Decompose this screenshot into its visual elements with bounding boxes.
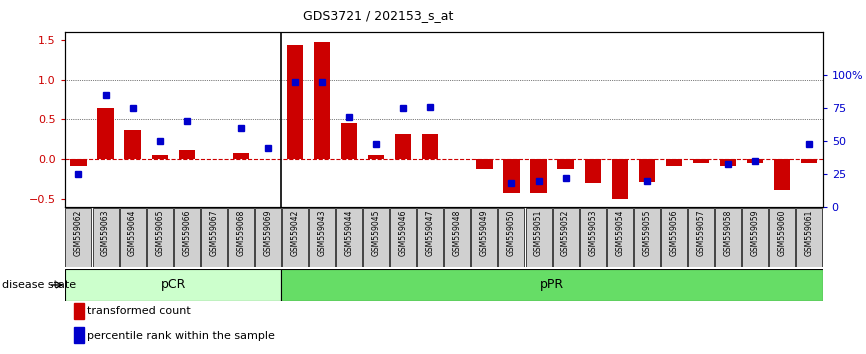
Text: GSM559061: GSM559061 (805, 210, 814, 256)
Text: GSM559042: GSM559042 (290, 210, 300, 256)
Text: GSM559050: GSM559050 (507, 210, 516, 256)
Text: GSM559063: GSM559063 (101, 210, 110, 256)
Bar (774, 159, 790, 190)
Text: GSM559044: GSM559044 (345, 210, 353, 256)
Text: GSM559043: GSM559043 (318, 210, 326, 256)
Text: GSM559054: GSM559054 (615, 210, 624, 256)
Text: disease state: disease state (2, 280, 76, 290)
Bar (530, 159, 546, 193)
Bar (422, 134, 438, 159)
Bar (178, 150, 195, 159)
Bar (558, 159, 573, 169)
FancyBboxPatch shape (120, 208, 145, 267)
FancyBboxPatch shape (796, 208, 822, 267)
Bar (693, 159, 709, 163)
Bar (152, 154, 168, 159)
Bar (611, 159, 628, 199)
Text: GSM559064: GSM559064 (128, 210, 137, 256)
Text: pCR: pCR (160, 279, 186, 291)
FancyBboxPatch shape (417, 208, 443, 267)
Bar (368, 154, 385, 159)
Bar (720, 159, 736, 166)
Text: GSM559059: GSM559059 (751, 210, 759, 256)
FancyBboxPatch shape (93, 208, 119, 267)
Text: GSM559046: GSM559046 (398, 210, 408, 256)
Bar (801, 159, 818, 163)
Text: GSM559068: GSM559068 (236, 210, 245, 256)
Bar (638, 159, 655, 182)
FancyBboxPatch shape (282, 208, 308, 267)
Bar (125, 130, 140, 159)
Text: GSM559047: GSM559047 (426, 210, 435, 256)
Bar (65, 269, 281, 301)
FancyBboxPatch shape (769, 208, 795, 267)
FancyBboxPatch shape (228, 208, 254, 267)
Text: GSM559052: GSM559052 (561, 210, 570, 256)
Text: GSM559069: GSM559069 (263, 210, 273, 256)
FancyBboxPatch shape (715, 208, 741, 267)
Bar (503, 159, 520, 193)
FancyBboxPatch shape (336, 208, 362, 267)
Text: GSM559048: GSM559048 (453, 210, 462, 256)
Bar (287, 45, 303, 159)
Text: GDS3721 / 202153_s_at: GDS3721 / 202153_s_at (303, 9, 454, 22)
Bar (666, 159, 682, 166)
FancyBboxPatch shape (634, 208, 660, 267)
Text: GSM559057: GSM559057 (696, 210, 706, 256)
Text: GSM559056: GSM559056 (669, 210, 678, 256)
Text: GSM559051: GSM559051 (534, 210, 543, 256)
Text: GSM559067: GSM559067 (210, 210, 218, 256)
FancyBboxPatch shape (174, 208, 200, 267)
FancyBboxPatch shape (579, 208, 605, 267)
FancyBboxPatch shape (499, 208, 525, 267)
Bar (585, 159, 601, 183)
Text: GSM559055: GSM559055 (643, 210, 651, 256)
Bar (341, 124, 357, 159)
Text: percentile rank within the sample: percentile rank within the sample (87, 331, 275, 341)
FancyBboxPatch shape (553, 208, 578, 267)
FancyBboxPatch shape (201, 208, 227, 267)
Text: GSM559058: GSM559058 (723, 210, 733, 256)
FancyBboxPatch shape (363, 208, 389, 267)
Text: GSM559045: GSM559045 (372, 210, 381, 256)
Bar (233, 153, 249, 159)
Bar (746, 159, 763, 163)
FancyBboxPatch shape (661, 208, 687, 267)
FancyBboxPatch shape (255, 208, 281, 267)
Text: GSM559065: GSM559065 (155, 210, 165, 256)
FancyBboxPatch shape (688, 208, 714, 267)
Text: GSM559060: GSM559060 (778, 210, 786, 256)
Bar (395, 134, 411, 159)
FancyBboxPatch shape (146, 208, 172, 267)
Bar (97, 108, 113, 159)
FancyBboxPatch shape (309, 208, 335, 267)
Text: GSM559049: GSM559049 (480, 210, 489, 256)
FancyBboxPatch shape (471, 208, 497, 267)
Text: GSM559053: GSM559053 (588, 210, 598, 256)
Text: GSM559066: GSM559066 (182, 210, 191, 256)
Text: GSM559062: GSM559062 (74, 210, 83, 256)
FancyBboxPatch shape (391, 208, 417, 267)
FancyBboxPatch shape (66, 208, 92, 267)
FancyBboxPatch shape (607, 208, 633, 267)
Bar (476, 159, 493, 169)
Bar (313, 42, 330, 159)
Text: transformed count: transformed count (87, 306, 191, 316)
Text: pPR: pPR (540, 279, 564, 291)
FancyBboxPatch shape (526, 208, 552, 267)
FancyBboxPatch shape (742, 208, 768, 267)
Bar (70, 159, 87, 166)
Bar (281, 269, 823, 301)
FancyBboxPatch shape (444, 208, 470, 267)
